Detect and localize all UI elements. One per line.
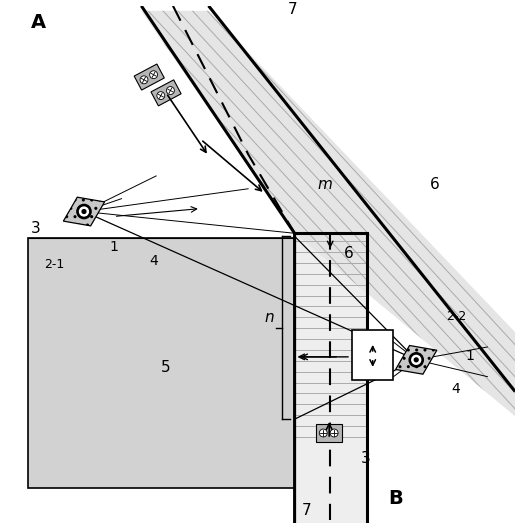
Polygon shape <box>63 197 105 226</box>
Circle shape <box>150 71 157 78</box>
Circle shape <box>157 92 165 99</box>
Text: 6: 6 <box>430 177 440 192</box>
Polygon shape <box>27 238 295 488</box>
Text: 5: 5 <box>161 360 171 374</box>
Text: 7: 7 <box>287 2 297 17</box>
Circle shape <box>77 204 91 219</box>
Circle shape <box>140 76 148 84</box>
Text: 4: 4 <box>149 254 158 268</box>
Text: B: B <box>388 489 404 508</box>
Text: 6: 6 <box>344 246 354 261</box>
Polygon shape <box>151 80 181 106</box>
Circle shape <box>409 353 423 367</box>
Text: 1: 1 <box>110 240 119 254</box>
Polygon shape <box>295 233 367 523</box>
Circle shape <box>166 87 175 95</box>
Circle shape <box>80 207 89 216</box>
Text: 4: 4 <box>451 382 459 396</box>
Circle shape <box>82 210 86 213</box>
Circle shape <box>330 429 338 437</box>
Polygon shape <box>134 64 164 90</box>
Polygon shape <box>316 424 342 442</box>
Text: 3: 3 <box>31 221 40 236</box>
Text: 2-2: 2-2 <box>446 310 466 323</box>
Text: A: A <box>31 13 46 31</box>
Text: m: m <box>318 177 332 192</box>
Circle shape <box>319 429 327 437</box>
Bar <box>352 330 394 380</box>
Circle shape <box>414 358 418 362</box>
Polygon shape <box>396 346 437 374</box>
Circle shape <box>412 356 421 365</box>
Text: 3: 3 <box>361 451 370 465</box>
Text: 7: 7 <box>301 503 311 518</box>
Text: 2-1: 2-1 <box>45 258 65 271</box>
Text: n: n <box>265 310 275 325</box>
Polygon shape <box>141 11 515 416</box>
Text: 1: 1 <box>466 349 474 363</box>
